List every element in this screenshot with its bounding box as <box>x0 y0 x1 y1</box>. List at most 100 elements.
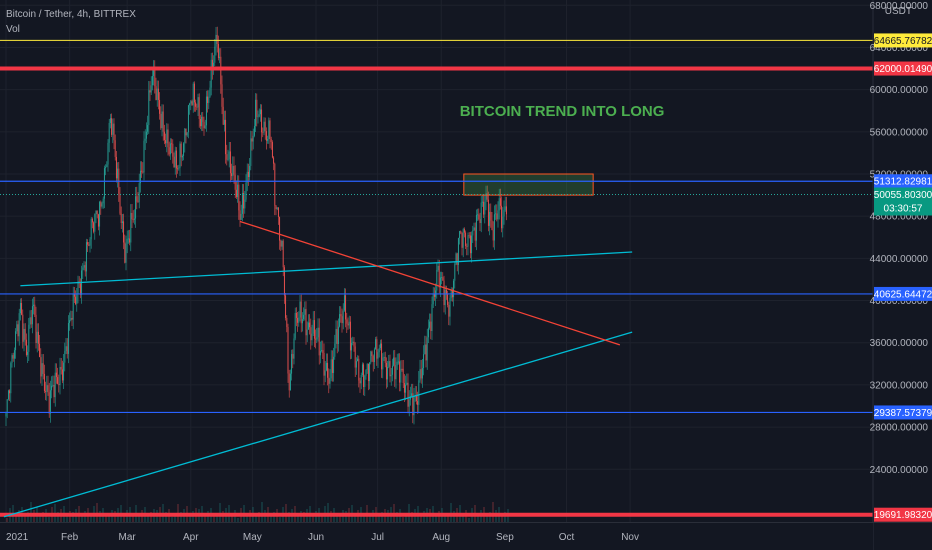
candle-body <box>151 75 153 86</box>
candle-body <box>324 370 326 376</box>
candle-body <box>443 280 445 306</box>
y-tick-label: 56000.00000 <box>870 127 929 138</box>
candle-body <box>57 377 59 384</box>
candle-body <box>426 337 428 361</box>
price-tag-label: 64665.76782 <box>874 36 932 47</box>
volume-bar <box>489 512 491 522</box>
candle-body <box>275 205 277 209</box>
candle-body <box>88 244 90 246</box>
price-tag[interactable] <box>874 33 932 48</box>
candle-body <box>161 111 163 129</box>
candle-body <box>13 350 15 359</box>
volume-bar <box>231 513 233 522</box>
candle-body <box>65 346 67 352</box>
current-price-tag[interactable] <box>874 187 932 216</box>
price-tag[interactable] <box>874 174 932 189</box>
candle-body <box>264 121 266 132</box>
price-tag[interactable] <box>874 405 932 420</box>
volume-bar <box>42 512 44 522</box>
candle-body <box>123 221 125 243</box>
price-tag-label: 51312.82981 <box>874 177 932 188</box>
candle-body <box>271 142 273 158</box>
candle-body <box>173 156 175 168</box>
volume-bar <box>468 518 470 522</box>
volume-indicator-label[interactable]: Vol <box>6 24 20 35</box>
candle-body <box>447 294 449 305</box>
candle-body <box>307 322 309 330</box>
candle-body <box>384 356 386 363</box>
y-tick-label: 24000.00000 <box>870 465 929 476</box>
candle-body <box>387 366 389 380</box>
price-tag-label: 62000.01490 <box>874 64 932 75</box>
candle-body <box>289 373 291 391</box>
candle-body <box>265 131 267 141</box>
candle-body <box>25 339 27 355</box>
volume-bar <box>354 513 356 522</box>
candle-body <box>115 156 117 179</box>
candle-body <box>246 171 248 183</box>
candle-body <box>382 357 384 370</box>
candle-body <box>203 121 205 129</box>
symbol-title[interactable]: Bitcoin / Tether, 4h, BITTREX <box>6 9 136 20</box>
candle-body <box>129 238 131 243</box>
candle-body <box>498 198 500 211</box>
volume-bar <box>462 513 464 522</box>
candle-body <box>457 238 459 266</box>
candle-body <box>125 243 127 263</box>
candle-body <box>234 174 236 190</box>
candle-body <box>317 327 319 338</box>
candle-body <box>39 343 41 358</box>
time-axis-background <box>0 523 873 550</box>
volume-bar <box>321 516 323 522</box>
candle-body <box>73 293 75 297</box>
candle-body <box>154 68 156 87</box>
candle-body <box>385 362 387 380</box>
volume-bar <box>447 513 449 522</box>
candle-body <box>137 201 139 203</box>
candle-body <box>293 338 295 359</box>
trend-line[interactable] <box>20 251 633 287</box>
candle-body <box>415 395 417 402</box>
candle-body <box>55 372 57 378</box>
candle-body <box>221 84 223 107</box>
candle-body <box>456 253 458 266</box>
target-zone[interactable] <box>463 173 594 196</box>
candle-body <box>274 163 276 206</box>
y-tick-label: 48000.00000 <box>870 212 929 223</box>
candle-body <box>343 295 345 311</box>
volume-bar <box>108 513 110 522</box>
candle-body <box>241 192 243 214</box>
candle-body <box>178 167 180 169</box>
candle-body <box>114 140 116 157</box>
candle-body <box>160 113 162 129</box>
candle-body <box>348 321 350 326</box>
candle-body <box>22 314 24 342</box>
candle-body <box>420 369 422 379</box>
candle-body <box>462 229 464 248</box>
trend-line[interactable] <box>239 220 621 346</box>
candle-body <box>412 393 414 416</box>
candle-body <box>171 143 173 145</box>
candle-body <box>466 246 468 247</box>
candle-body <box>145 131 147 139</box>
candle-body <box>424 344 426 355</box>
candle-body <box>261 109 263 133</box>
price-tag[interactable] <box>874 286 932 301</box>
candle-body <box>359 380 361 384</box>
trend-line[interactable] <box>3 331 633 518</box>
candle-body <box>474 227 476 241</box>
candle-body <box>87 242 89 245</box>
candle-body <box>370 351 372 363</box>
candle-body <box>163 131 165 141</box>
price-tag[interactable] <box>874 61 932 76</box>
volume-bar <box>477 513 479 522</box>
volume-bar <box>258 512 260 522</box>
candle-body <box>465 232 467 247</box>
candle-body <box>473 227 475 231</box>
price-tag[interactable] <box>874 507 932 522</box>
annotation-text[interactable]: BITCOIN TREND INTO LONG <box>460 103 665 120</box>
candle-body <box>283 267 285 296</box>
candle-body <box>156 88 158 100</box>
